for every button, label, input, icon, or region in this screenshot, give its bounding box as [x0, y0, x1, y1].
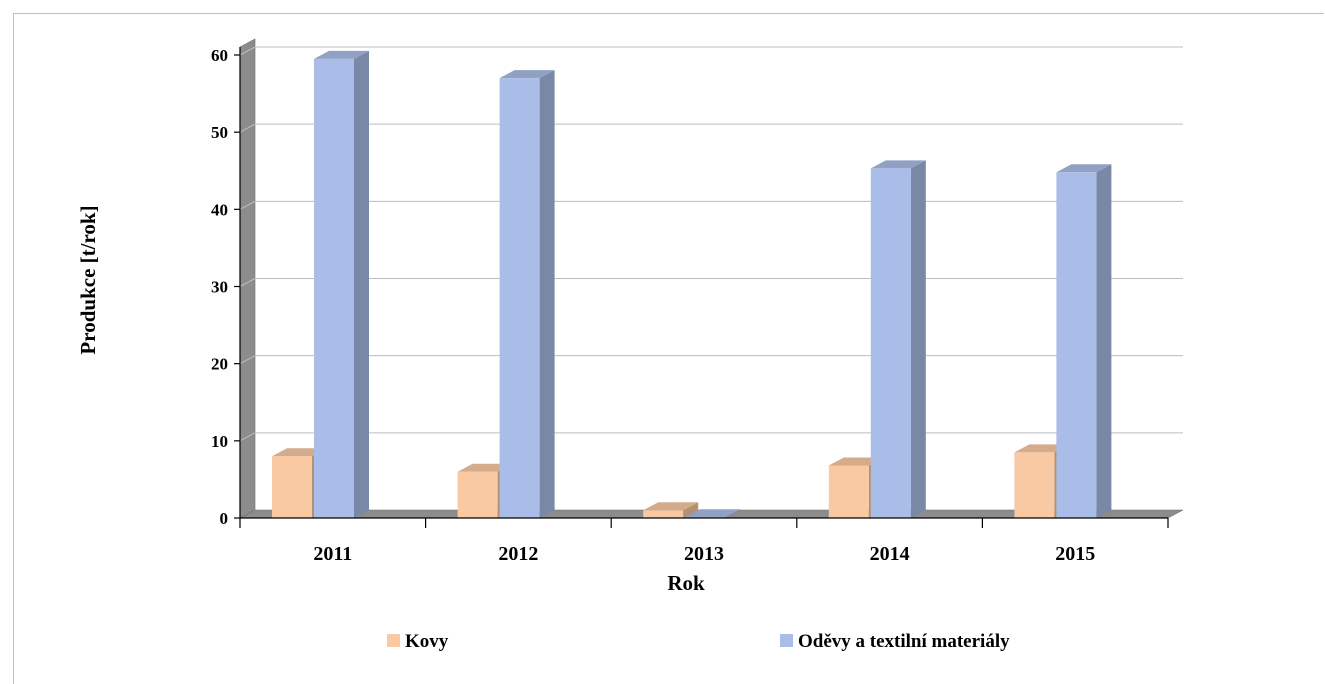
- legend-swatch: [780, 634, 793, 647]
- y-tick-label: 30: [211, 278, 228, 297]
- x-axis-label: Rok: [667, 571, 705, 595]
- chart-frame: [13, 13, 1324, 684]
- y-tick-label: 10: [211, 432, 228, 451]
- gridline-connector: [239, 278, 256, 287]
- side-wall: [239, 38, 256, 519]
- bar-odevy-2015: [1056, 164, 1112, 518]
- x-tick-label: 2014: [870, 543, 910, 565]
- x-tick-label: 2013: [684, 543, 724, 565]
- gridline-connector: [239, 123, 256, 133]
- legend: Kovy Oděvy a textilní materiály: [387, 631, 1010, 652]
- legend-entry: Kovy: [405, 631, 449, 652]
- bar-odevy-2011: [314, 50, 369, 518]
- legend-swatch: [387, 634, 400, 647]
- y-tick-label: 50: [211, 123, 228, 142]
- bar-odevy-2012: [499, 70, 555, 519]
- gridline-connector: [239, 46, 256, 56]
- gridline-connector: [239, 355, 256, 365]
- x-tick-label: 2015: [1055, 543, 1095, 565]
- x-tick-label: 2011: [313, 543, 352, 565]
- bar-odevy-2014: [870, 160, 926, 518]
- y-axis-label: Produkce [t/rok]: [76, 205, 100, 354]
- bar-kovy-2013: [643, 502, 699, 518]
- y-tick-label: 40: [211, 200, 228, 219]
- gridline-connector: [239, 200, 256, 210]
- x-tick-label: 2012: [498, 543, 538, 565]
- y-tick-label: 20: [211, 355, 228, 374]
- y-tick-label: 0: [220, 509, 229, 528]
- y-tick-label: 60: [211, 46, 228, 65]
- legend-entry: Oděvy a textilní materiály: [798, 631, 1010, 652]
- gridline-connector: [239, 432, 256, 442]
